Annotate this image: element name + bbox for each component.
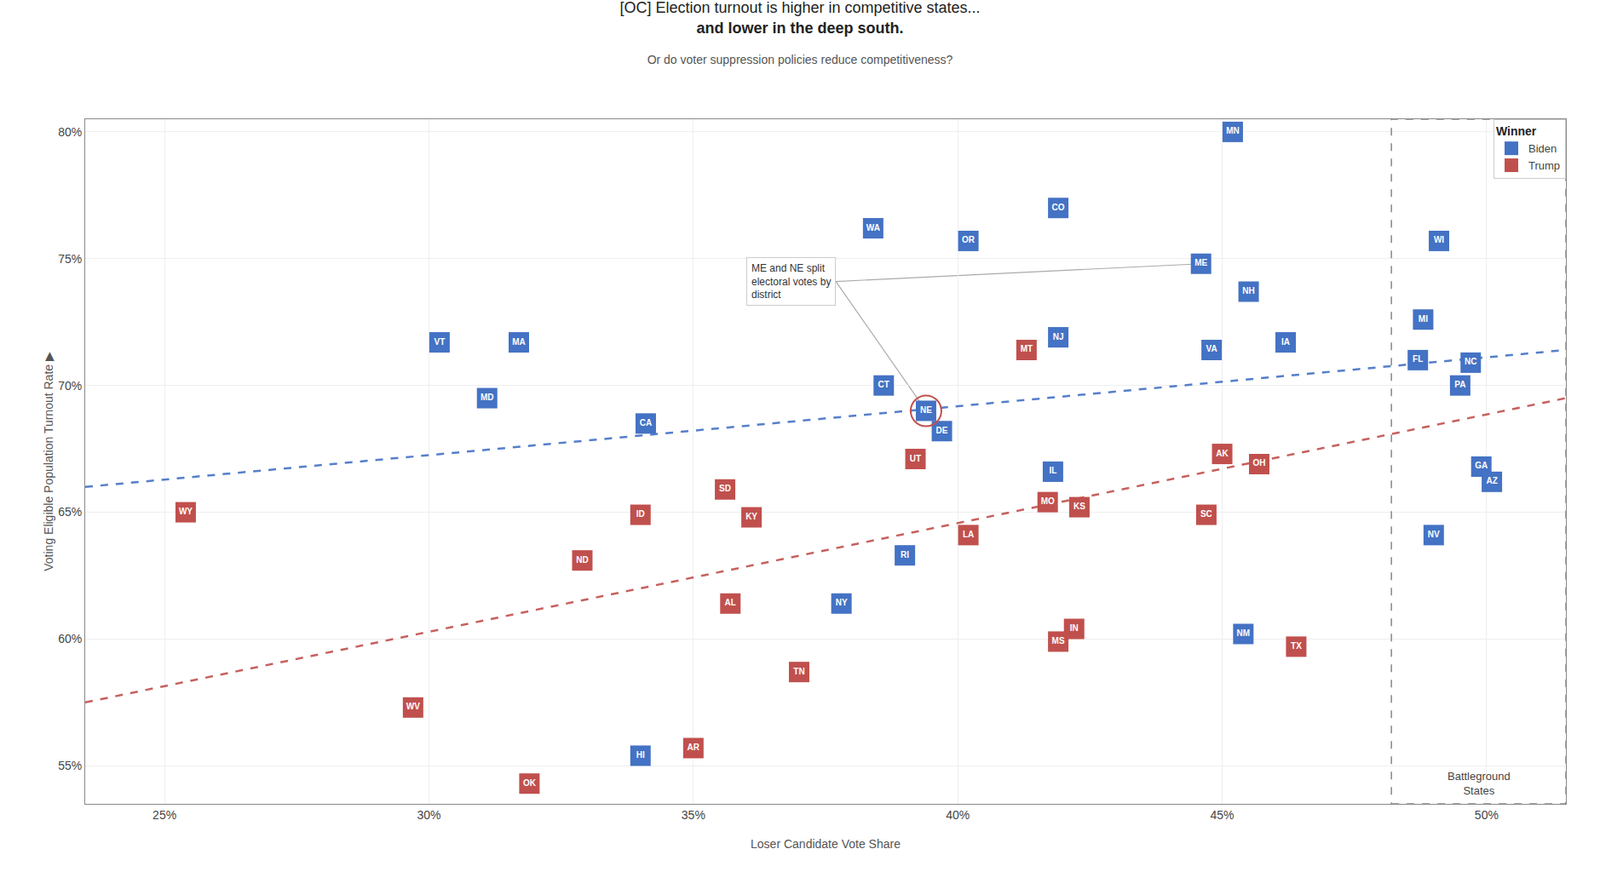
svg-text:ME and NE splitelectoral votes: ME and NE splitelectoral votes bydistric… xyxy=(751,262,831,301)
svg-text:CT: CT xyxy=(878,379,890,390)
svg-text:BattlegroundStates: BattlegroundStates xyxy=(1447,770,1511,798)
svg-text:AL: AL xyxy=(725,598,737,608)
svg-text:KY: KY xyxy=(745,512,758,522)
svg-text:AK: AK xyxy=(1215,448,1229,459)
svg-text:OK: OK xyxy=(523,778,537,789)
svg-text:AZ: AZ xyxy=(1485,476,1497,486)
svg-text:SD: SD xyxy=(719,483,731,494)
svg-text:OR: OR xyxy=(961,235,976,245)
svg-text:55%: 55% xyxy=(57,759,82,773)
svg-text:SC: SC xyxy=(1200,509,1213,519)
svg-text:ND: ND xyxy=(575,555,588,565)
svg-text:GA: GA xyxy=(1474,460,1488,471)
svg-text:WI: WI xyxy=(1433,235,1445,245)
svg-text:MA: MA xyxy=(512,337,526,347)
svg-text:AR: AR xyxy=(687,742,701,753)
svg-text:UT: UT xyxy=(909,454,921,464)
svg-text:MS: MS xyxy=(1052,636,1065,646)
svg-text:OH: OH xyxy=(1252,458,1266,468)
svg-text:NV: NV xyxy=(1427,529,1440,540)
svg-text:70%: 70% xyxy=(57,379,82,393)
svg-text:LA: LA xyxy=(962,529,974,540)
svg-text:IN: IN xyxy=(1070,623,1079,634)
svg-text:RI: RI xyxy=(900,550,910,560)
svg-text:MO: MO xyxy=(1041,496,1055,507)
svg-text:30%: 30% xyxy=(416,808,441,823)
svg-text:NE: NE xyxy=(920,405,933,415)
svg-text:Trump: Trump xyxy=(1528,159,1560,173)
svg-text:NH: NH xyxy=(1242,286,1255,296)
svg-text:MN: MN xyxy=(1225,126,1240,136)
svg-text:Voting Eligible Population Tur: Voting Eligible Population Turnout Rate … xyxy=(41,351,56,572)
svg-text:KS: KS xyxy=(1073,501,1086,512)
svg-text:WA: WA xyxy=(866,223,881,233)
svg-text:NY: NY xyxy=(835,598,848,608)
svg-text:40%: 40% xyxy=(945,808,970,823)
svg-text:75%: 75% xyxy=(57,252,82,266)
svg-text:TN: TN xyxy=(793,667,805,677)
svg-text:MD: MD xyxy=(480,392,495,403)
svg-text:WY: WY xyxy=(178,506,193,517)
svg-text:25%: 25% xyxy=(152,808,177,823)
svg-text:IL: IL xyxy=(1048,466,1057,476)
svg-text:MI: MI xyxy=(1418,314,1428,324)
svg-text:MT: MT xyxy=(1020,344,1033,354)
svg-text:Biden: Biden xyxy=(1528,142,1557,156)
svg-text:HI: HI xyxy=(636,750,645,760)
svg-text:PA: PA xyxy=(1454,379,1466,390)
svg-text:45%: 45% xyxy=(1210,808,1235,823)
svg-text:NC: NC xyxy=(1464,356,1477,367)
svg-text:VT: VT xyxy=(433,337,445,347)
svg-text:Winner: Winner xyxy=(1496,124,1537,139)
svg-text:60%: 60% xyxy=(57,632,82,646)
svg-text:ID: ID xyxy=(636,509,645,519)
svg-text:Or do voter suppression polici: Or do voter suppression policies reduce … xyxy=(647,52,954,67)
svg-text:NM: NM xyxy=(1237,628,1251,639)
svg-text:CA: CA xyxy=(639,418,652,428)
svg-text:NJ: NJ xyxy=(1053,332,1065,342)
svg-text:65%: 65% xyxy=(57,505,82,519)
svg-text:ME: ME xyxy=(1194,258,1208,268)
svg-text:WV: WV xyxy=(406,702,421,712)
svg-text:DE: DE xyxy=(936,425,949,436)
svg-text:VA: VA xyxy=(1206,344,1218,354)
svg-text:50%: 50% xyxy=(1474,808,1499,823)
svg-text:80%: 80% xyxy=(57,125,82,139)
svg-text:[OC] Election turnout is highe: [OC] Election turnout is higher in compe… xyxy=(619,0,980,37)
svg-text:IA: IA xyxy=(1281,337,1290,347)
svg-text:Loser Candidate Vote Share: Loser Candidate Vote Share xyxy=(750,837,901,852)
svg-text:35%: 35% xyxy=(681,808,706,823)
svg-text:CO: CO xyxy=(1052,202,1065,213)
svg-text:FL: FL xyxy=(1412,354,1423,364)
svg-text:TX: TX xyxy=(1290,641,1302,651)
